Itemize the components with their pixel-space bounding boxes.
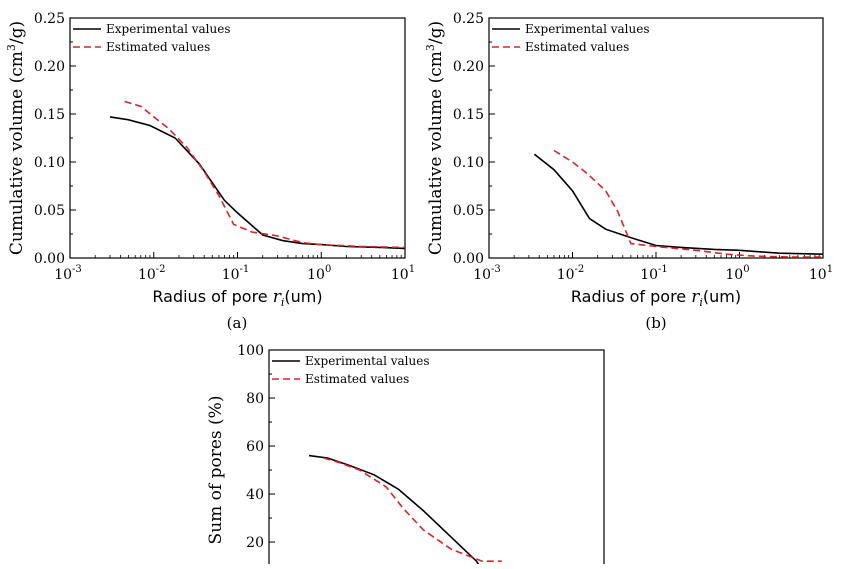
x-tick-base: 10 (307, 267, 325, 283)
x-tick-base: 10 (222, 267, 240, 283)
legend-label: Estimated values (305, 372, 409, 386)
x-tick-label: 101 (391, 264, 415, 283)
x-tick-exp: -2 (156, 264, 166, 275)
y-tick-label: 0.20 (453, 59, 484, 75)
chart-panel-2: 20 40 60 80 100 Experimental values Estimated … (206, 343, 605, 569)
y-axis-title-sup: 3 (424, 44, 437, 51)
x-tick-label: 10-3 (473, 264, 501, 283)
x-axis-title-sub: i (281, 296, 285, 309)
y-axis-title-end: /g) (7, 21, 27, 44)
x-tick-exp: -1 (658, 264, 668, 275)
x-axis-title: Radius of pore ri(um) (571, 287, 741, 309)
x-axis-title-unit: (um) (284, 287, 322, 306)
x-tick-base: 10 (138, 267, 156, 283)
legend-label: Experimental values (106, 22, 230, 36)
series-line-estimated (553, 149, 823, 258)
y-axis-title-end: /g) (426, 21, 446, 44)
y-axis-title: Cumulative volume (cm3/g) (424, 21, 446, 255)
x-tick-label: 100 (725, 264, 749, 283)
y-tick-label: 100 (237, 343, 264, 359)
x-axis-title-text: Radius of pore (152, 287, 272, 306)
y-tick-label: 0.20 (34, 59, 65, 75)
legend-label: Experimental values (305, 354, 429, 368)
series-line-estimated (124, 100, 406, 249)
x-tick-label: 10-2 (557, 264, 585, 283)
x-axis-title-unit: (um) (703, 287, 741, 306)
x-tick-exp: 0 (743, 264, 749, 275)
x-tick-exp: 0 (325, 264, 331, 275)
series-line-experimental (109, 116, 406, 250)
x-tick-exp: -3 (491, 264, 501, 275)
x-axis-title-var: r (691, 287, 700, 307)
x-axis-title: Radius of pore ri(um) (152, 287, 322, 309)
x-tick-exp: -1 (240, 264, 250, 275)
y-tick-label: 40 (246, 487, 264, 503)
x-tick-exp: -2 (575, 264, 585, 275)
x-tick-base: 10 (640, 267, 658, 283)
y-axis-title-text: Cumulative volume (cm (7, 51, 27, 255)
y-axis-title: Sum of pores (%) (206, 396, 226, 545)
y-tick-label: 80 (246, 391, 264, 407)
y-tick-label: 0.10 (34, 155, 65, 171)
y-tick-label: 0.05 (34, 203, 65, 219)
series-line-experimental (308, 454, 483, 569)
x-tick-base: 10 (54, 267, 72, 283)
x-tick-label: 10-3 (54, 264, 82, 283)
panel-caption: (a) (227, 314, 248, 332)
y-tick-label: 0.00 (34, 251, 65, 267)
legend-label: Experimental values (525, 22, 649, 36)
plot-frame (69, 17, 406, 259)
y-tick-label: 60 (246, 439, 264, 455)
y-tick-label: 20 (246, 535, 264, 551)
x-tick-label: 101 (809, 264, 833, 283)
series-line-estimated (323, 457, 502, 562)
y-tick-label: 0.25 (453, 11, 484, 27)
x-axis-title-var: r (273, 287, 282, 307)
legend-label: Estimated values (106, 40, 210, 54)
y-axis-title-sup: 3 (5, 44, 18, 51)
x-tick-exp: -3 (72, 264, 82, 275)
x-tick-base: 10 (725, 267, 743, 283)
y-axis-title: Cumulative volume (cm3/g) (5, 21, 27, 255)
legend-label: Estimated values (525, 40, 629, 54)
panel-caption: (b) (645, 314, 666, 332)
y-tick-label: 0.05 (453, 203, 484, 219)
y-tick-label: 0.15 (34, 107, 65, 123)
y-axis-title-text: Cumulative volume (cm (426, 51, 446, 255)
y-tick-label: 0.15 (453, 107, 484, 123)
y-tick-label: 0.10 (453, 155, 484, 171)
x-axis-title-text: Radius of pore (571, 287, 691, 306)
x-tick-label: 10-1 (222, 264, 250, 283)
x-tick-base: 10 (557, 267, 575, 283)
x-tick-exp: 1 (409, 264, 415, 275)
x-tick-label: 10-2 (138, 264, 166, 283)
y-tick-label: 0.00 (453, 251, 484, 267)
x-tick-base: 10 (473, 267, 491, 283)
x-tick-exp: 1 (827, 264, 833, 275)
plot-frame (488, 17, 824, 259)
x-tick-label: 100 (307, 264, 331, 283)
y-axis-title-text: Sum of pores (%) (206, 396, 226, 545)
x-tick-base: 10 (391, 267, 409, 283)
series-line-experimental (533, 153, 824, 255)
x-axis-title-sub: i (699, 296, 703, 309)
x-tick-base: 10 (809, 267, 827, 283)
x-tick-label: 10-1 (640, 264, 668, 283)
y-tick-label: 0.25 (34, 11, 65, 27)
